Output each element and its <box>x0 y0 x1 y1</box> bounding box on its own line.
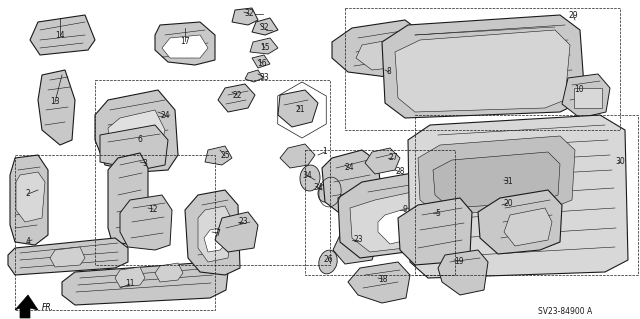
Bar <box>345 8 620 130</box>
Polygon shape <box>338 172 440 258</box>
Polygon shape <box>185 190 240 275</box>
Text: 20: 20 <box>503 198 513 207</box>
Text: 9: 9 <box>403 205 408 214</box>
Text: 12: 12 <box>148 204 157 213</box>
Polygon shape <box>62 262 228 305</box>
Text: 26: 26 <box>323 256 333 264</box>
Polygon shape <box>356 38 412 70</box>
Polygon shape <box>16 172 45 222</box>
Polygon shape <box>100 125 168 170</box>
Polygon shape <box>478 190 562 254</box>
Polygon shape <box>38 70 75 145</box>
Polygon shape <box>382 15 585 118</box>
Polygon shape <box>162 35 208 58</box>
Text: 32: 32 <box>244 10 254 19</box>
Polygon shape <box>348 262 410 303</box>
Text: 25: 25 <box>220 152 230 160</box>
Polygon shape <box>120 195 172 250</box>
Polygon shape <box>108 153 148 245</box>
Polygon shape <box>250 38 278 54</box>
Text: 30: 30 <box>615 158 625 167</box>
Text: 34: 34 <box>302 170 312 180</box>
Polygon shape <box>50 247 85 267</box>
Polygon shape <box>252 18 278 35</box>
Text: 11: 11 <box>125 279 135 288</box>
Text: 27: 27 <box>388 153 398 162</box>
Text: SV23-84900 A: SV23-84900 A <box>538 308 592 316</box>
Text: 23: 23 <box>238 218 248 226</box>
Polygon shape <box>562 74 610 118</box>
Polygon shape <box>365 148 400 174</box>
Polygon shape <box>15 295 38 318</box>
Polygon shape <box>155 263 183 282</box>
Polygon shape <box>218 84 255 112</box>
Polygon shape <box>398 198 472 265</box>
Polygon shape <box>108 110 165 162</box>
Polygon shape <box>232 8 258 25</box>
Polygon shape <box>204 227 228 252</box>
Text: 19: 19 <box>454 256 464 265</box>
Polygon shape <box>433 152 560 208</box>
Polygon shape <box>252 55 270 68</box>
Text: 1: 1 <box>323 147 328 157</box>
Polygon shape <box>418 136 575 215</box>
Text: 3: 3 <box>143 159 147 167</box>
Polygon shape <box>408 115 628 278</box>
Polygon shape <box>468 166 550 222</box>
Text: 18: 18 <box>378 275 388 284</box>
Text: 28: 28 <box>396 167 404 176</box>
Text: 21: 21 <box>295 105 305 114</box>
Text: 24: 24 <box>160 110 170 120</box>
Text: 6: 6 <box>138 136 143 145</box>
Polygon shape <box>395 30 570 112</box>
Text: 17: 17 <box>180 36 190 46</box>
Text: 15: 15 <box>260 43 270 53</box>
Polygon shape <box>245 70 263 82</box>
Text: 34: 34 <box>313 183 323 192</box>
Ellipse shape <box>319 250 337 274</box>
Polygon shape <box>438 250 488 295</box>
Bar <box>15 155 215 310</box>
Text: 24: 24 <box>344 164 354 173</box>
Polygon shape <box>198 206 232 262</box>
Polygon shape <box>332 20 425 78</box>
Polygon shape <box>322 150 382 215</box>
Text: 23: 23 <box>353 235 363 244</box>
Bar <box>305 150 455 275</box>
Text: 31: 31 <box>503 176 513 186</box>
Polygon shape <box>333 229 378 264</box>
Polygon shape <box>115 267 145 287</box>
Bar <box>95 80 330 265</box>
Polygon shape <box>10 155 48 245</box>
Text: 14: 14 <box>55 31 65 40</box>
Polygon shape <box>278 90 318 127</box>
Bar <box>574 88 602 108</box>
Text: FR.: FR. <box>42 303 54 313</box>
Text: 29: 29 <box>568 11 578 19</box>
Polygon shape <box>8 238 128 275</box>
Polygon shape <box>155 22 215 65</box>
Ellipse shape <box>300 165 320 191</box>
Text: 2: 2 <box>26 189 30 198</box>
Polygon shape <box>30 15 95 55</box>
Polygon shape <box>280 144 315 168</box>
Bar <box>415 115 638 275</box>
Text: 22: 22 <box>232 91 242 100</box>
Text: 4: 4 <box>26 236 31 246</box>
Polygon shape <box>205 146 232 165</box>
Text: 8: 8 <box>387 68 392 77</box>
Text: 16: 16 <box>257 58 267 68</box>
Polygon shape <box>350 192 428 252</box>
Text: 7: 7 <box>216 228 220 238</box>
Text: 13: 13 <box>50 98 60 107</box>
Polygon shape <box>504 208 552 246</box>
Polygon shape <box>215 212 258 252</box>
Text: 5: 5 <box>436 209 440 218</box>
Ellipse shape <box>318 184 332 202</box>
Polygon shape <box>95 90 178 172</box>
Text: 32: 32 <box>259 24 269 33</box>
Polygon shape <box>378 208 418 244</box>
Text: 10: 10 <box>574 85 584 94</box>
Text: 33: 33 <box>259 72 269 81</box>
